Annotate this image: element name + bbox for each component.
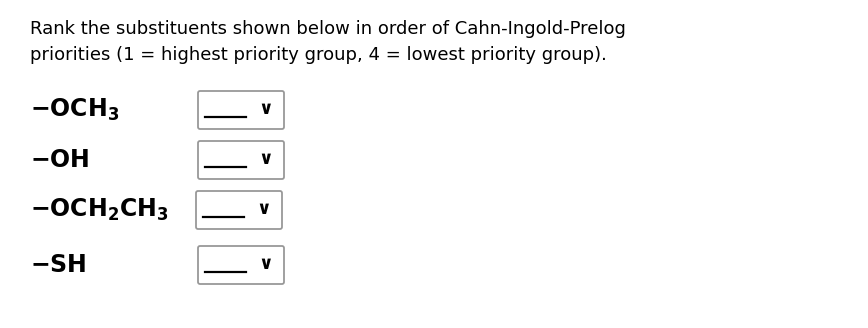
Text: priorities (1 = highest priority group, 4 = lowest priority group).: priorities (1 = highest priority group, … [30, 46, 607, 64]
Text: ∨: ∨ [259, 100, 273, 118]
FancyBboxPatch shape [198, 91, 284, 129]
FancyBboxPatch shape [196, 191, 282, 229]
Text: ∨: ∨ [259, 150, 273, 168]
Text: ∨: ∨ [259, 255, 273, 273]
FancyBboxPatch shape [198, 141, 284, 179]
Text: $\mathbf{-OCH_3}$: $\mathbf{-OCH_3}$ [30, 97, 120, 123]
FancyBboxPatch shape [198, 246, 284, 284]
Text: $\mathbf{-OH}$: $\mathbf{-OH}$ [30, 148, 89, 172]
Text: ∨: ∨ [256, 200, 271, 218]
Text: $\mathbf{-OCH_2CH_3}$: $\mathbf{-OCH_2CH_3}$ [30, 197, 169, 223]
Text: Rank the substituents shown below in order of Cahn-Ingold-Prelog: Rank the substituents shown below in ord… [30, 20, 626, 38]
Text: $\mathbf{-SH}$: $\mathbf{-SH}$ [30, 253, 87, 277]
